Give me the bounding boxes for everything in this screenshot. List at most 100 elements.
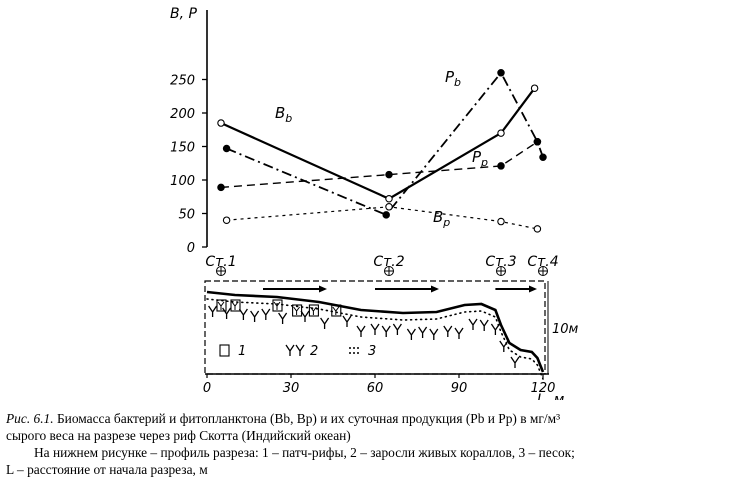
patch-reef-symbol (216, 299, 227, 312)
coral-symbol (356, 325, 366, 337)
series-point-Bb (497, 129, 505, 137)
series-label-Bb: Bb (275, 104, 292, 125)
caption-line-1: Биомасса бактерий и фитопланктона (Bb, B… (56, 411, 561, 426)
coral-symbol (479, 319, 489, 331)
series-point-Pb (222, 144, 231, 153)
patch-reef-symbol (308, 304, 319, 317)
y-tick-label: 100 (170, 174, 195, 189)
patch-reef-symbol (331, 304, 342, 317)
coral-symbol (278, 312, 288, 324)
upper-chart-series: Bb Pb Pp Bp (217, 68, 547, 233)
series-point-Pb (497, 69, 505, 77)
caption-line-2: сырого веса на разрезе через риф Скотта … (6, 428, 351, 443)
series-point-Pb (539, 153, 547, 161)
legend-coral-symbol (285, 344, 295, 356)
coral-symbol (418, 326, 428, 338)
series-point-Pp (533, 138, 542, 146)
patch-reef-symbol (272, 299, 283, 312)
x-axis-label: L, м (537, 392, 565, 400)
station-markers: Ст.1 Ст.2 Ст.3 Ст.4 (205, 254, 559, 276)
x-tick-label: 120 (531, 381, 556, 396)
current-arrow-head (431, 285, 439, 293)
coral-symbol (490, 323, 500, 335)
series-label-Pp: Pp (472, 148, 488, 169)
series-point-Pp (497, 162, 505, 170)
station-label: Ст.4 (527, 254, 558, 270)
legend-sand-dot (353, 347, 355, 349)
legend-sand-dot (349, 352, 351, 354)
series-point-Pb (382, 211, 390, 219)
x-tick-label: 0 (203, 381, 211, 396)
caption-line-3: На нижнем рисунке – профиль разреза: 1 –… (34, 445, 575, 460)
coral-symbol (320, 317, 330, 329)
y-tick-label: 150 (170, 141, 195, 156)
x-tick-label: 30 (283, 381, 300, 396)
profile-sand-dots (206, 298, 544, 380)
caption-label: Рис. 6.1. (6, 411, 54, 426)
y-axis-label: B, P (170, 6, 198, 22)
coral-symbol (261, 308, 271, 320)
series-label-Pb: Pb (445, 68, 461, 89)
legend-coral-symbol (295, 344, 305, 356)
series-point-Bb (217, 119, 225, 127)
x-tick-label: 60 (367, 381, 384, 396)
coral-symbol (499, 340, 509, 352)
patch-reef-inner (217, 301, 225, 310)
coral-symbol (300, 310, 310, 322)
y-tick-label: 0 (187, 241, 195, 256)
patch-reef-inner (293, 306, 300, 315)
current-arrow-head (319, 285, 327, 293)
coral-symbol (342, 315, 352, 327)
series-line-Bb (220, 87, 536, 200)
station-label: Ст.3 (485, 254, 516, 270)
figure-caption: Рис. 6.1. Биомасса бактерий и фитопланкт… (6, 410, 744, 478)
depth-label: 10м (552, 322, 579, 337)
legend-sand-dot (357, 352, 359, 354)
legend-num: 1 (238, 344, 246, 359)
legend-num: 2 (310, 344, 318, 359)
series-point-Bp (222, 216, 231, 224)
legend-patch-symbol (219, 344, 230, 357)
series-line-Pp (220, 141, 538, 189)
series-point-Pp (217, 183, 225, 192)
patch-reef-inner (273, 301, 281, 310)
coral-symbol (250, 310, 260, 322)
y-tick-label: 50 (178, 208, 195, 223)
profile-surface-line (206, 290, 545, 373)
coral-symbol (392, 323, 402, 335)
coral-symbol (208, 305, 218, 317)
legend-sand-dot (357, 347, 359, 349)
patch-reef-inner (332, 306, 340, 315)
station-label: Ст.2 (373, 254, 404, 270)
caption-line-4: L – расстояние от начала разреза, м (6, 462, 208, 477)
coral-symbol (454, 327, 464, 339)
legend-sand-dot (353, 352, 355, 354)
series-label-Bp: Bp (433, 208, 450, 229)
series-point-Pp (385, 170, 393, 179)
y-tick-label: 250 (170, 74, 195, 89)
coral-symbol (510, 356, 520, 368)
coral-symbol (406, 328, 416, 340)
legend-sand-dot (349, 347, 351, 349)
series-line-Bp (226, 206, 538, 230)
series-point-Bb (385, 195, 393, 203)
coral-symbol (443, 325, 453, 337)
station-label: Ст.1 (205, 254, 236, 270)
current-arrow-head (529, 285, 537, 293)
series-point-Bp (497, 217, 505, 226)
series-line-Pb (226, 71, 544, 216)
patch-reef-inner (310, 306, 317, 315)
y-tick-label: 200 (170, 107, 195, 122)
x-tick-label: 90 (451, 381, 468, 396)
coral-symbol (468, 318, 478, 330)
series-point-Bp (533, 225, 542, 233)
patch-reef-symbol (230, 299, 241, 312)
patch-reef-inner (231, 301, 239, 310)
upper-chart-axes: 0 50 100 150 200 250 B, P (170, 6, 208, 256)
series-point-Bb (530, 84, 539, 92)
coral-symbol (429, 328, 439, 340)
coral-symbol (222, 307, 232, 319)
coral-symbol (238, 308, 248, 320)
